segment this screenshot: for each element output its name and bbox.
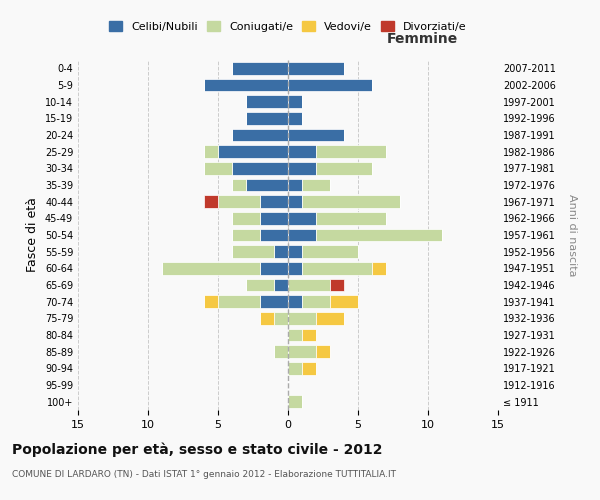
- Y-axis label: Fasce di età: Fasce di età: [26, 198, 39, 272]
- Bar: [316, 229, 442, 241]
- Bar: [204, 196, 218, 208]
- Bar: [246, 112, 288, 124]
- Text: Popolazione per età, sesso e stato civile - 2012: Popolazione per età, sesso e stato civil…: [12, 442, 383, 457]
- Bar: [288, 112, 302, 124]
- Bar: [288, 396, 302, 408]
- Bar: [288, 279, 330, 291]
- Bar: [232, 212, 260, 224]
- Y-axis label: Anni di nascita: Anni di nascita: [566, 194, 577, 276]
- Bar: [288, 162, 316, 174]
- Legend: Celibi/Nubili, Coniugati/e, Vedovi/e, Divorziati/e: Celibi/Nubili, Coniugati/e, Vedovi/e, Di…: [105, 16, 471, 36]
- Bar: [316, 162, 372, 174]
- Bar: [232, 229, 260, 241]
- Bar: [302, 196, 400, 208]
- Bar: [288, 96, 302, 108]
- Bar: [232, 129, 288, 141]
- Bar: [288, 179, 302, 192]
- Bar: [288, 62, 344, 74]
- Bar: [302, 329, 316, 341]
- Bar: [260, 212, 288, 224]
- Bar: [274, 346, 288, 358]
- Bar: [260, 262, 288, 274]
- Bar: [232, 246, 274, 258]
- Bar: [218, 296, 260, 308]
- Bar: [204, 79, 288, 92]
- Bar: [246, 179, 288, 192]
- Bar: [302, 246, 358, 258]
- Bar: [232, 162, 288, 174]
- Bar: [302, 262, 372, 274]
- Bar: [274, 312, 288, 324]
- Bar: [274, 279, 288, 291]
- Bar: [260, 229, 288, 241]
- Bar: [288, 129, 344, 141]
- Bar: [162, 262, 260, 274]
- Bar: [302, 296, 330, 308]
- Bar: [260, 196, 288, 208]
- Bar: [232, 62, 288, 74]
- Bar: [316, 346, 330, 358]
- Bar: [274, 246, 288, 258]
- Bar: [288, 246, 302, 258]
- Bar: [288, 262, 302, 274]
- Bar: [288, 79, 372, 92]
- Bar: [288, 346, 316, 358]
- Bar: [372, 262, 386, 274]
- Bar: [288, 312, 316, 324]
- Bar: [246, 96, 288, 108]
- Bar: [302, 179, 330, 192]
- Bar: [288, 146, 316, 158]
- Text: COMUNE DI LARDARO (TN) - Dati ISTAT 1° gennaio 2012 - Elaborazione TUTTITALIA.IT: COMUNE DI LARDARO (TN) - Dati ISTAT 1° g…: [12, 470, 396, 479]
- Bar: [204, 146, 218, 158]
- Bar: [288, 329, 302, 341]
- Bar: [288, 196, 302, 208]
- Bar: [288, 362, 302, 374]
- Bar: [288, 296, 302, 308]
- Bar: [316, 312, 344, 324]
- Bar: [204, 162, 232, 174]
- Bar: [204, 296, 218, 308]
- Bar: [316, 146, 386, 158]
- Bar: [288, 229, 316, 241]
- Bar: [260, 312, 274, 324]
- Bar: [218, 196, 260, 208]
- Bar: [288, 212, 316, 224]
- Bar: [330, 296, 358, 308]
- Bar: [302, 362, 316, 374]
- Bar: [246, 279, 274, 291]
- Bar: [260, 296, 288, 308]
- Text: Femmine: Femmine: [387, 32, 458, 46]
- Bar: [330, 279, 344, 291]
- Bar: [316, 212, 386, 224]
- Bar: [232, 179, 246, 192]
- Bar: [218, 146, 288, 158]
